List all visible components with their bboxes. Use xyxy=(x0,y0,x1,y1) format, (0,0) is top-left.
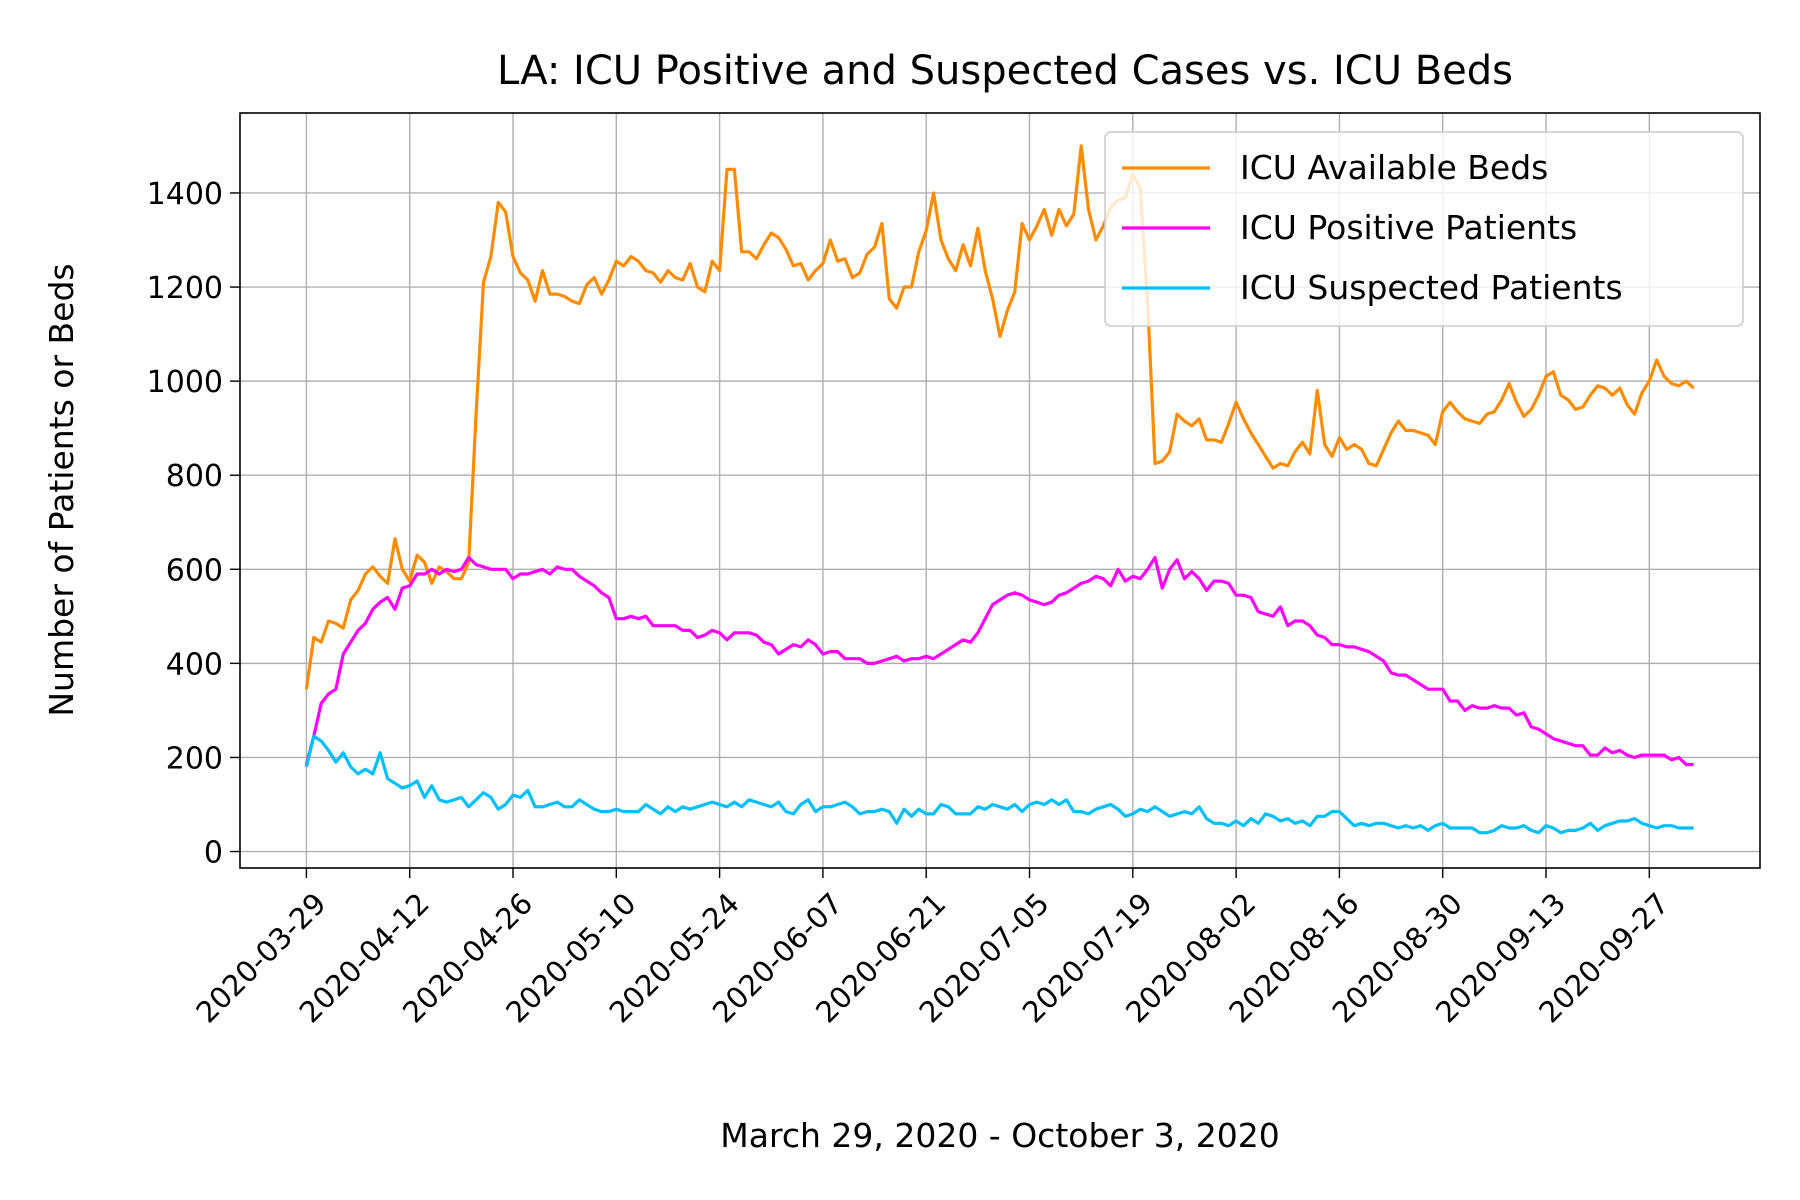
series-line-icu-positive-patients xyxy=(304,555,1694,767)
legend-box xyxy=(1104,131,1744,327)
y-tick-label: 800 xyxy=(166,459,223,494)
series-lines xyxy=(304,144,1695,835)
chart-title: LA: ICU Positive and Suspected Cases vs.… xyxy=(497,48,1513,94)
legend-label: ICU Suspected Patients xyxy=(1240,268,1623,307)
y-tick-label: 1000 xyxy=(147,365,223,400)
y-tick-label: 0 xyxy=(204,836,223,871)
y-tick-label: 1200 xyxy=(147,271,223,306)
series-line-icu-suspected-patients xyxy=(304,734,1694,835)
series-line-icu-available-beds xyxy=(304,144,1695,690)
legend: ICU Available Beds ICU Positive Patients I… xyxy=(1104,131,1744,327)
y-tick-label: 200 xyxy=(166,741,223,776)
y-tick-label: 600 xyxy=(166,553,223,588)
legend-label: ICU Positive Patients xyxy=(1240,208,1577,247)
legend-label: ICU Available Beds xyxy=(1240,148,1548,187)
plot-frame xyxy=(239,112,1761,869)
y-tick-label: 400 xyxy=(166,647,223,682)
y-axis-label: Number of Patients or Beds xyxy=(42,263,81,716)
y-tick-label: 1400 xyxy=(147,177,223,212)
x-axis-label: March 29, 2020 - October 3, 2020 xyxy=(720,1116,1279,1155)
